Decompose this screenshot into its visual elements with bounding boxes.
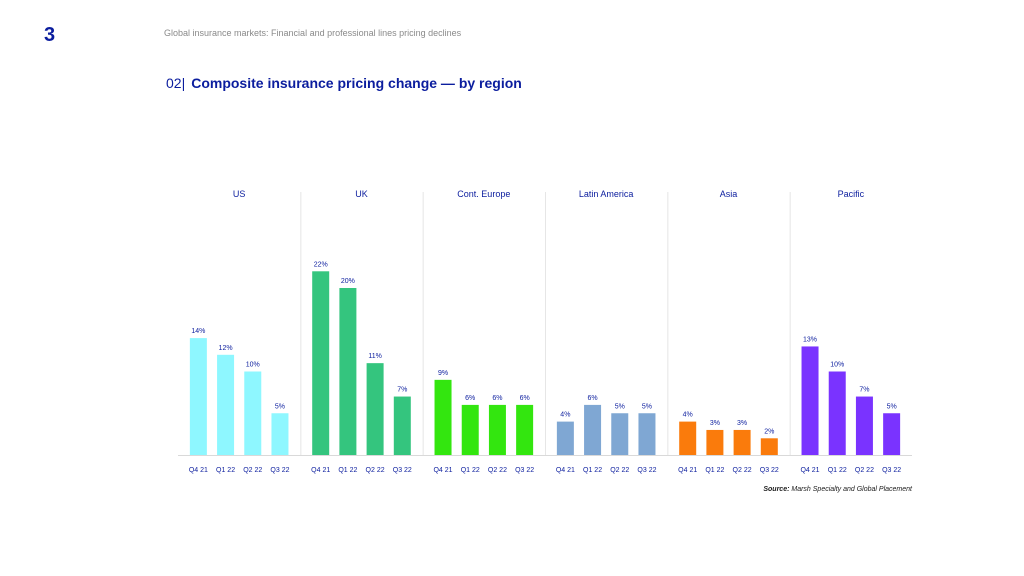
source-note: Source: Marsh Specialty and Global Place…: [763, 486, 912, 493]
bar-pacific-q3-22: [883, 413, 901, 455]
source-label: Source:: [763, 486, 790, 493]
tick-label-latin-america-q2-22: Q2 22: [610, 467, 629, 474]
tick-label-latin-america-q3-22: Q3 22: [637, 467, 656, 474]
tick-label-uk-q1-22: Q1 22: [338, 467, 357, 474]
bar-asia-q1-22: [706, 429, 724, 455]
tick-label-latin-america-q4-21: Q4 21: [556, 467, 575, 474]
tick-label-cont-europe-q4-21: Q4 21: [433, 467, 452, 474]
data-label-asia-q1-22: 3%: [710, 420, 720, 427]
data-label-asia-q3-22: 2%: [764, 428, 774, 435]
bar-latin-america-q4-21: [556, 421, 574, 455]
tick-label-pacific-q4-21: Q4 21: [800, 467, 819, 474]
tick-label-uk-q2-22: Q2 22: [366, 467, 385, 474]
chart-number-separator: |: [181, 75, 186, 91]
data-label-latin-america-q2-22: 5%: [615, 403, 625, 410]
data-label-latin-america-q4-21: 4%: [560, 412, 570, 419]
tick-label-uk-q4-21: Q4 21: [311, 467, 330, 474]
tick-label-asia-q3-22: Q3 22: [760, 467, 779, 474]
tick-label-cont-europe-q3-22: Q3 22: [515, 467, 534, 474]
group-label-latin-america: Latin America: [579, 189, 634, 199]
data-label-us-q1-22: 12%: [219, 345, 233, 352]
bar-uk-q3-22: [393, 396, 411, 455]
data-label-us-q2-22: 10%: [246, 362, 260, 369]
bar-us-q1-22: [217, 354, 235, 455]
bar-us-q4-21: [189, 338, 207, 455]
data-label-pacific-q3-22: 5%: [887, 403, 897, 410]
data-label-latin-america-q3-22: 5%: [642, 403, 652, 410]
tick-label-us-q1-22: Q1 22: [216, 467, 235, 474]
tick-label-asia-q4-21: Q4 21: [678, 467, 697, 474]
bar-asia-q2-22: [733, 429, 751, 455]
bar-us-q3-22: [271, 413, 289, 455]
bar-us-q2-22: [244, 371, 262, 455]
chart-heading: 02| Composite insurance pricing change — …: [166, 75, 522, 91]
data-label-uk-q3-22: 7%: [397, 387, 407, 394]
data-label-cont-europe-q3-22: 6%: [520, 395, 530, 402]
bar-latin-america-q1-22: [584, 404, 602, 455]
tick-label-us-q3-22: Q3 22: [270, 467, 289, 474]
bar-uk-q4-21: [312, 271, 330, 455]
tick-label-asia-q1-22: Q1 22: [705, 467, 724, 474]
page-number: 3: [44, 24, 56, 46]
tick-label-pacific-q2-22: Q2 22: [855, 467, 874, 474]
tick-label-pacific-q1-22: Q1 22: [828, 467, 847, 474]
data-label-cont-europe-q1-22: 6%: [465, 395, 475, 402]
document-header-title: Global insurance markets: Financial and …: [164, 28, 462, 38]
data-label-uk-q1-22: 20%: [341, 278, 355, 285]
tick-label-cont-europe-q2-22: Q2 22: [488, 467, 507, 474]
chart-title: Composite insurance pricing change — by …: [191, 75, 522, 91]
bar-cont-europe-q1-22: [461, 404, 479, 455]
group-label-cont-europe: Cont. Europe: [457, 189, 510, 199]
data-label-cont-europe-q2-22: 6%: [492, 395, 502, 402]
tick-label-us-q4-21: Q4 21: [189, 467, 208, 474]
bar-cont-europe-q2-22: [488, 404, 506, 455]
bar-pacific-q1-22: [828, 371, 846, 455]
chart-number: 02: [166, 75, 182, 91]
data-label-uk-q2-22: 11%: [368, 353, 382, 360]
bar-pacific-q2-22: [855, 396, 873, 455]
data-label-us-q3-22: 5%: [275, 403, 285, 410]
bar-uk-q2-22: [366, 363, 384, 455]
tick-label-pacific-q3-22: Q3 22: [882, 467, 901, 474]
group-label-uk: UK: [355, 189, 368, 199]
group-label-us: US: [233, 189, 246, 199]
tick-label-uk-q3-22: Q3 22: [393, 467, 412, 474]
source-text: Marsh Specialty and Global Placement: [791, 486, 912, 493]
group-label-pacific: Pacific: [838, 189, 865, 199]
tick-label-us-q2-22: Q2 22: [243, 467, 262, 474]
data-label-asia-q4-21: 4%: [683, 412, 693, 419]
tick-label-asia-q2-22: Q2 22: [733, 467, 752, 474]
tick-label-cont-europe-q1-22: Q1 22: [461, 467, 480, 474]
data-label-us-q4-21: 14%: [191, 328, 205, 335]
tick-label-latin-america-q1-22: Q1 22: [583, 467, 602, 474]
data-label-pacific-q4-21: 13%: [803, 336, 817, 343]
bar-latin-america-q3-22: [638, 413, 656, 455]
bar-asia-q3-22: [760, 438, 778, 455]
bar-asia-q4-21: [679, 421, 697, 455]
data-label-pacific-q1-22: 10%: [830, 362, 844, 369]
data-label-cont-europe-q4-21: 9%: [438, 370, 448, 377]
bar-uk-q1-22: [339, 288, 357, 455]
data-label-pacific-q2-22: 7%: [859, 387, 869, 394]
group-label-asia: Asia: [720, 189, 738, 199]
bar-cont-europe-q4-21: [434, 379, 452, 455]
data-label-latin-america-q1-22: 6%: [588, 395, 598, 402]
bar-cont-europe-q3-22: [516, 404, 534, 455]
data-label-uk-q4-21: 22%: [314, 261, 328, 268]
bar-pacific-q4-21: [801, 346, 819, 455]
data-label-asia-q2-22: 3%: [737, 420, 747, 427]
bar-latin-america-q2-22: [611, 413, 629, 455]
